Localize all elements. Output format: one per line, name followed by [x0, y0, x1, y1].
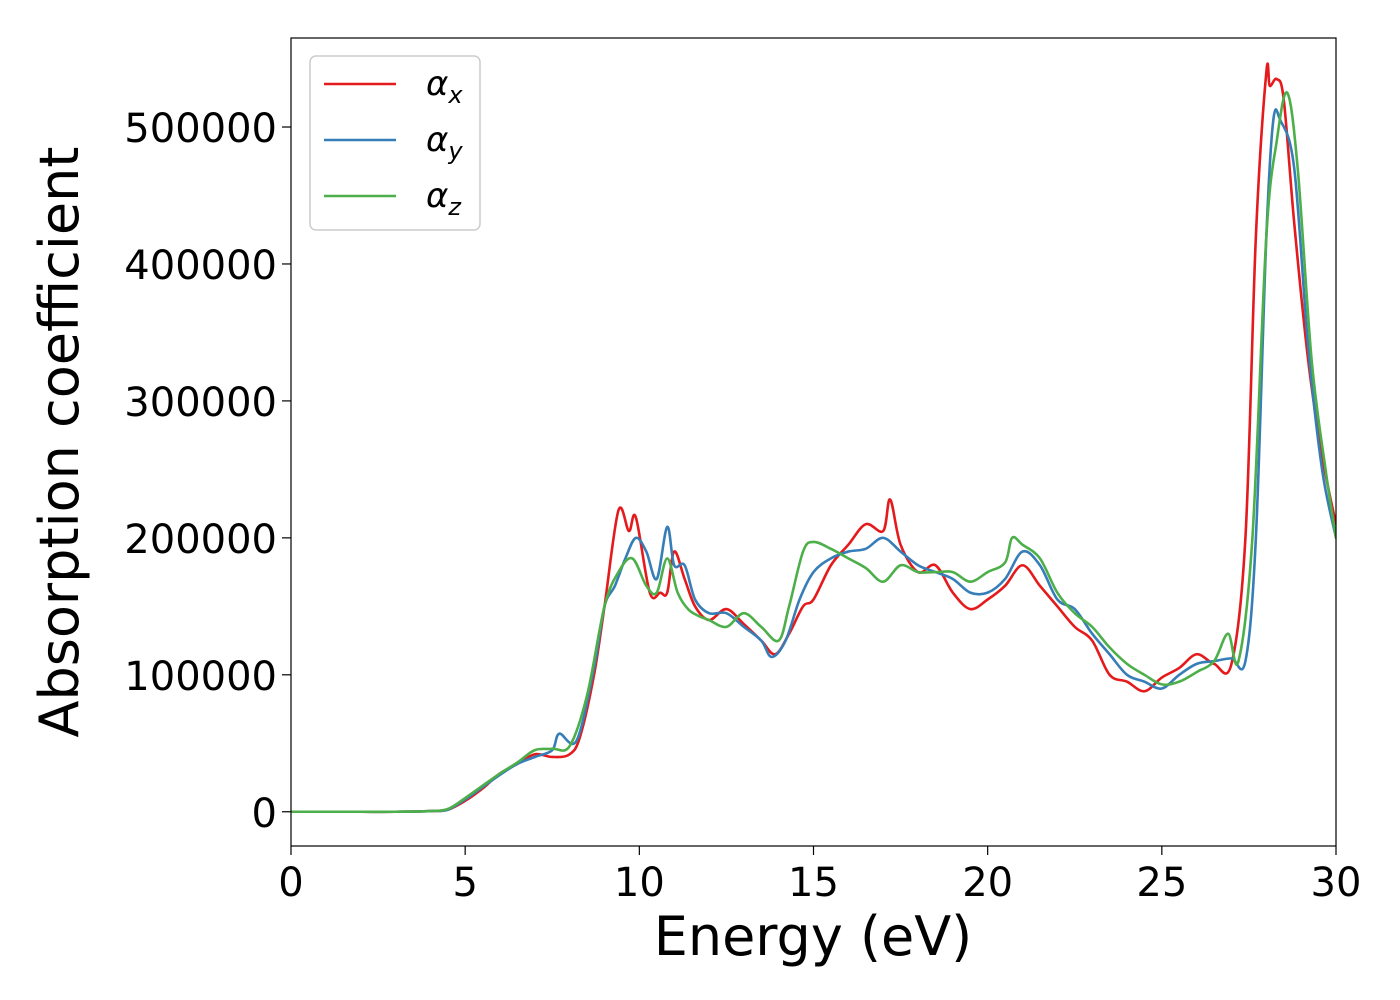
y-axis: 0 100000 200000 300000 400000 500000 [124, 106, 291, 837]
y-axis-label: Absorption coefficient [28, 147, 91, 738]
x-tick-label: 5 [452, 860, 477, 906]
y-tick-label: 300000 [124, 380, 277, 426]
y-tick-label: 400000 [124, 243, 277, 289]
legend-label-z: αz [426, 176, 462, 221]
x-tick-label: 20 [962, 860, 1013, 906]
legend-label-x: αx [426, 64, 463, 109]
x-tick-label: 15 [788, 860, 839, 906]
x-tick-label: 30 [1311, 860, 1362, 906]
y-tick-label: 100000 [124, 654, 277, 700]
series-line-z [291, 91, 1336, 814]
series-line-x [291, 62, 1336, 814]
x-tick-label: 10 [614, 860, 665, 906]
y-tick-label: 500000 [124, 106, 277, 152]
series-group [291, 62, 1336, 814]
x-axis: 0 5 10 15 20 25 30 [278, 846, 1361, 906]
x-tick-label: 25 [1136, 860, 1187, 906]
legend-box [309, 55, 481, 231]
legend: αx αy αz [309, 55, 481, 231]
series-line-y [291, 108, 1336, 814]
x-axis-label: Energy (eV) [654, 905, 973, 968]
legend-label-y: αy [426, 120, 463, 165]
y-tick-label: 0 [252, 791, 277, 837]
y-tick-label: 200000 [124, 517, 277, 563]
x-tick-label: 0 [278, 860, 303, 906]
